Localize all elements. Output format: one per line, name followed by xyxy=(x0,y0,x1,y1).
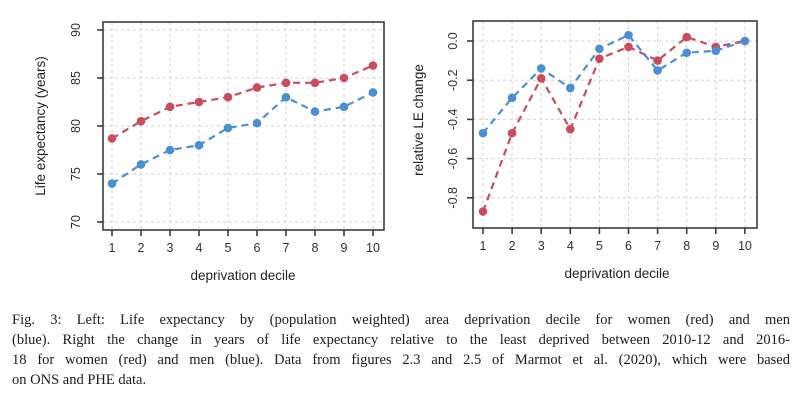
y-tick-label: -0.4 xyxy=(446,109,460,131)
x-tick-label: 5 xyxy=(225,241,232,255)
y-axis-title: Life expectancy (years) xyxy=(33,56,48,196)
series-women-point xyxy=(566,124,575,134)
x-tick-label: 8 xyxy=(312,241,319,255)
x-tick-labels: 1 2 3 4 5 6 7 8 9 10 xyxy=(109,241,380,255)
series-men xyxy=(478,30,750,138)
x-tick-label: 2 xyxy=(509,239,516,253)
series-women xyxy=(478,32,750,216)
x-tick-label: 9 xyxy=(341,241,348,255)
series-women-point xyxy=(368,61,378,70)
series-men-point xyxy=(252,118,262,128)
series-women-point xyxy=(194,97,204,107)
series-women-point xyxy=(136,116,146,126)
x-tick-label: 7 xyxy=(654,239,661,253)
caption-line-3: 18 for women (red) and men (blue). Data … xyxy=(12,352,790,368)
x-tick-label: 8 xyxy=(683,239,690,253)
y-tick-label: 70 xyxy=(69,215,83,229)
y-tick-labels: 70 75 80 85 90 xyxy=(69,23,83,229)
y-tick-label: 90 xyxy=(69,23,83,37)
series-men-point xyxy=(653,66,662,75)
series-men-point xyxy=(711,46,721,56)
series-women-line xyxy=(111,64,374,140)
y-tick-label: 75 xyxy=(69,167,83,181)
series-men-point xyxy=(536,64,546,73)
x-tick-label: 10 xyxy=(738,239,752,253)
gridlines xyxy=(473,21,757,228)
series-women-point xyxy=(536,73,546,83)
y-tick-label: -0.8 xyxy=(446,187,460,209)
x-tick-label: 10 xyxy=(366,241,380,255)
series-women-point xyxy=(281,78,291,88)
series-men-point xyxy=(478,128,488,138)
x-tick-label: 2 xyxy=(138,241,145,255)
y-tick-label: -0.6 xyxy=(446,148,460,170)
x-tick-label: 3 xyxy=(167,241,174,255)
series-men-point xyxy=(165,145,175,155)
series-men xyxy=(107,88,378,188)
x-axis-title: deprivation decile xyxy=(564,266,669,281)
series-men-point xyxy=(194,140,204,150)
x-tick-label: 4 xyxy=(567,239,574,253)
series-men-line xyxy=(111,91,374,185)
right-chart-relative-le-change: 1 2 3 4 5 6 7 8 9 10 0.0 -0.2 -0.4 -0.6 -0.8 deprivatio… xyxy=(411,20,758,281)
series-men-point xyxy=(595,44,604,54)
y-tick-label: 80 xyxy=(69,119,83,133)
axis-ticks xyxy=(467,40,746,234)
series-women xyxy=(107,61,378,143)
series-women-point xyxy=(507,128,517,138)
series-men-point xyxy=(507,93,517,103)
x-tick-label: 1 xyxy=(480,239,487,253)
x-tick-label: 6 xyxy=(254,241,261,255)
series-women-point xyxy=(624,42,633,52)
series-men-point xyxy=(740,36,750,46)
series-women-point xyxy=(310,78,320,88)
x-tick-label: 4 xyxy=(196,241,203,255)
figure-caption: Fig. 3: Left: Life expectancy by (popula… xyxy=(12,310,790,390)
series-men-point xyxy=(368,88,378,97)
series-men-point xyxy=(223,123,233,133)
series-men-point xyxy=(281,92,291,102)
left-chart-life-expectancy: 1 2 3 4 5 6 7 8 9 10 70 75 80 85 90 deprivation decile L… xyxy=(33,21,385,283)
figure-3: 1 2 3 4 5 6 7 8 9 10 70 75 80 85 90 deprivation decile L… xyxy=(12,20,790,390)
x-tick-label: 5 xyxy=(596,239,603,253)
series-men-point xyxy=(107,179,117,188)
x-tick-label: 3 xyxy=(538,239,545,253)
series-women-point xyxy=(653,56,662,65)
series-men-point xyxy=(566,83,575,93)
series-men-point xyxy=(310,107,320,116)
x-tick-label: 1 xyxy=(109,241,116,255)
x-tick-label: 7 xyxy=(283,241,290,255)
x-tick-label: 6 xyxy=(625,239,632,253)
axis-ticks xyxy=(97,29,374,236)
caption-line-1: Fig. 3: Left: Life expectancy by (popula… xyxy=(12,312,790,328)
x-axis-title: deprivation decile xyxy=(190,268,295,283)
caption-line-4: on ONS and PHE data. xyxy=(12,372,147,388)
y-tick-labels: 0.0 -0.2 -0.4 -0.6 -0.8 xyxy=(446,32,460,208)
series-men-point xyxy=(682,48,691,58)
series-women-point xyxy=(165,102,175,112)
plot-box xyxy=(472,20,758,229)
y-tick-label: -0.2 xyxy=(446,69,460,91)
series-women-point xyxy=(478,207,488,216)
series-men-point xyxy=(136,160,146,169)
charts-row: 1 2 3 4 5 6 7 8 9 10 70 75 80 85 90 deprivation decile L… xyxy=(33,20,758,283)
series-women-point xyxy=(595,54,604,63)
series-women-point xyxy=(339,73,349,83)
series-women-point xyxy=(682,32,691,42)
series-men-line xyxy=(482,34,746,134)
y-tick-label: 0.0 xyxy=(446,32,460,49)
series-women-point xyxy=(252,83,262,92)
series-men-point xyxy=(624,30,633,40)
series-women-line xyxy=(481,35,746,212)
gridlines xyxy=(103,22,384,230)
x-tick-label: 9 xyxy=(712,239,719,253)
caption-line-2: (blue). Right the change in years of lif… xyxy=(12,332,790,348)
series-men-point xyxy=(339,102,349,112)
series-women-point xyxy=(223,92,233,102)
y-tick-label: 85 xyxy=(69,71,83,85)
x-tick-labels: 1 2 3 4 5 6 7 8 9 10 xyxy=(480,239,752,253)
series-women-point xyxy=(107,134,117,143)
y-axis-title: relative LE change xyxy=(411,64,426,176)
